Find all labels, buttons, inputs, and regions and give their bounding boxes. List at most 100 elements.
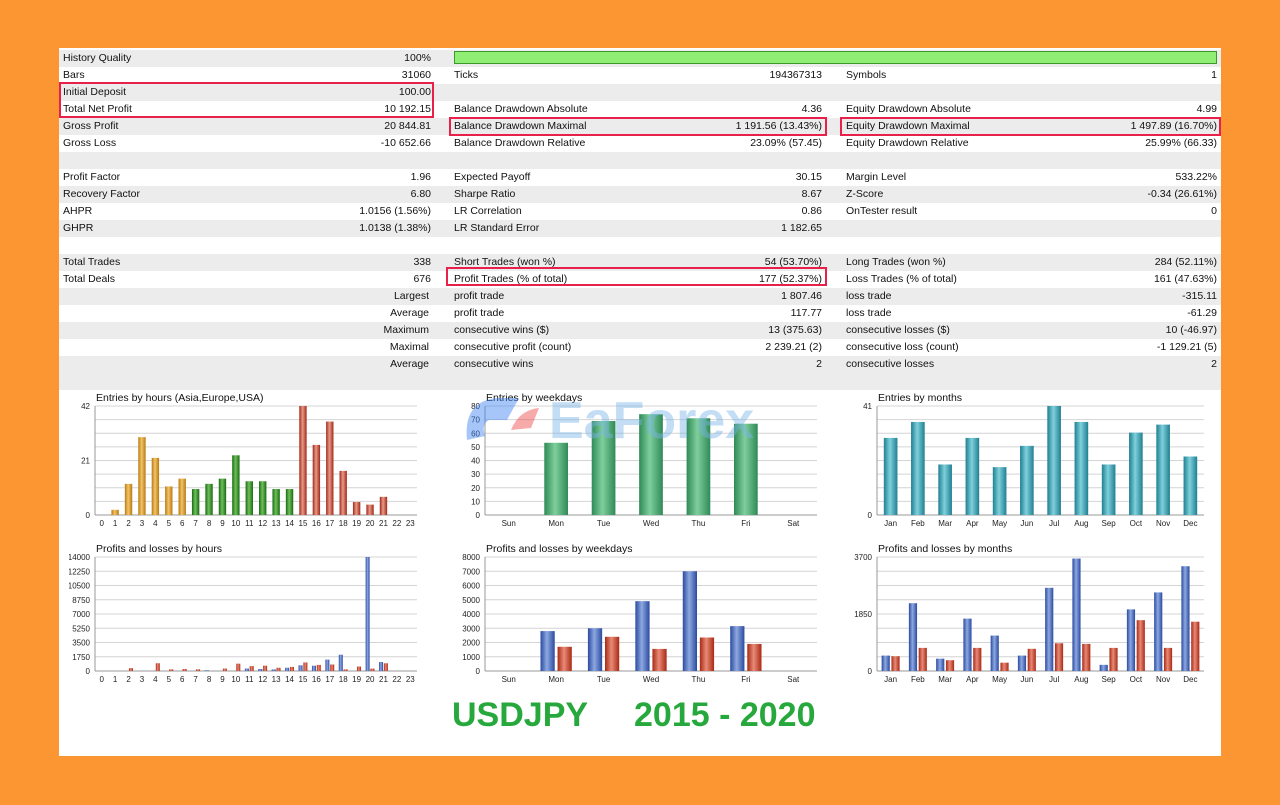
y-tick-label: 5000 bbox=[462, 596, 480, 605]
stats-row: Average consecutive wins 2 consecutive loss… bbox=[59, 356, 1221, 373]
stats-row: AHPR 1.0156 (1.56%) LR Correlation 0.86 OnTe… bbox=[59, 203, 1221, 220]
stat-value: 1 807.46 bbox=[781, 290, 822, 302]
y-tick-label: 12250 bbox=[69, 567, 91, 576]
history-quality-bar bbox=[454, 51, 1217, 64]
bar bbox=[263, 665, 268, 671]
stat-label: GHPR bbox=[63, 222, 94, 234]
x-tick-label: May bbox=[992, 675, 1007, 684]
stat-value: -10 652.66 bbox=[380, 137, 431, 149]
x-tick-label: 18 bbox=[339, 675, 348, 684]
bar bbox=[883, 437, 898, 515]
bar bbox=[312, 444, 321, 515]
bar bbox=[316, 664, 321, 671]
stat-value: 10 192.15 bbox=[384, 103, 431, 115]
bar bbox=[1047, 406, 1061, 515]
stat-value: 4.99 bbox=[1196, 103, 1217, 115]
bar bbox=[945, 660, 955, 671]
y-tick-label: 1750 bbox=[72, 653, 90, 662]
strategy-tester-report: History Quality 100% Bars 31060 Ticks 1943673… bbox=[59, 48, 1221, 756]
stat-label: Total Deals bbox=[63, 273, 115, 285]
bar bbox=[205, 483, 213, 515]
x-tick-label: 15 bbox=[299, 675, 308, 684]
bar bbox=[965, 437, 980, 515]
y-tick-label: 3700 bbox=[854, 553, 872, 562]
bar bbox=[1027, 648, 1036, 671]
x-tick-label: 7 bbox=[193, 675, 198, 684]
stat-value bbox=[1047, 220, 1217, 237]
x-tick-label: 20 bbox=[366, 675, 375, 684]
x-tick-label: 13 bbox=[272, 519, 281, 528]
bar bbox=[379, 662, 384, 671]
x-tick-label: Nov bbox=[1156, 519, 1170, 528]
x-tick-label: Jul bbox=[1049, 519, 1059, 528]
x-tick-label: Dec bbox=[1183, 675, 1197, 684]
bar bbox=[544, 442, 568, 515]
stat-value: 2 239.21 (2) bbox=[765, 341, 822, 353]
bar bbox=[1183, 456, 1198, 515]
bar bbox=[271, 669, 276, 671]
stats-row: Total Net Profit 10 192.15 Balance Drawdow… bbox=[59, 101, 1221, 118]
stat-value bbox=[652, 152, 822, 169]
y-tick-label: 70 bbox=[471, 416, 480, 425]
stat-label: LR Correlation bbox=[454, 205, 522, 217]
bar bbox=[232, 455, 240, 515]
stat-value: 30.15 bbox=[795, 171, 822, 183]
bar bbox=[1156, 424, 1170, 515]
stats-row bbox=[59, 237, 1221, 254]
x-tick-label: 6 bbox=[180, 519, 185, 528]
x-tick-label: Sat bbox=[787, 675, 800, 684]
stats-row: Maximal consecutive profit (count) 2 239.2… bbox=[59, 339, 1221, 356]
stat-label: Equity Drawdown Relative bbox=[846, 137, 969, 149]
bar bbox=[289, 666, 294, 671]
x-tick-label: Apr bbox=[966, 519, 979, 528]
highlight-deposit-netprofit bbox=[59, 82, 434, 118]
stats-separator bbox=[59, 373, 1221, 390]
bar bbox=[1126, 609, 1136, 671]
stat-value: -1 129.21 (5) bbox=[1156, 341, 1217, 353]
bar bbox=[124, 483, 133, 515]
bar bbox=[1082, 643, 1091, 671]
bar bbox=[1136, 620, 1145, 671]
stat-label: Balance Drawdown Relative bbox=[454, 137, 586, 149]
stats-row: Bars 31060 Ticks 194367313 Symbols 1 bbox=[59, 67, 1221, 84]
stat-label: Short Trades (won %) bbox=[454, 256, 556, 268]
stat-sublabel: Average bbox=[390, 307, 429, 319]
x-tick-label: Wed bbox=[643, 675, 659, 684]
x-tick-label: 10 bbox=[231, 519, 240, 528]
x-tick-label: Dec bbox=[1183, 519, 1197, 528]
bar bbox=[1163, 647, 1173, 671]
x-tick-label: 19 bbox=[352, 519, 361, 528]
x-tick-label: 12 bbox=[258, 675, 267, 684]
stat-label: Z-Score bbox=[846, 188, 884, 200]
stats-row: Total Deals 676 Profit Trades (% of total)… bbox=[59, 271, 1221, 288]
x-tick-label: 16 bbox=[312, 675, 321, 684]
bar bbox=[1109, 647, 1118, 671]
caption-symbol: USDJPY bbox=[452, 696, 589, 734]
x-tick-label: 1 bbox=[113, 519, 118, 528]
bar bbox=[352, 502, 361, 515]
bar bbox=[236, 663, 241, 671]
bar bbox=[303, 662, 308, 671]
bar bbox=[540, 631, 555, 671]
bar bbox=[222, 668, 227, 671]
highlight-balance-drawdown bbox=[449, 117, 827, 136]
chart-title: Profits and losses by months bbox=[878, 543, 1013, 555]
stats-row: Profit Factor 1.96 Expected Payoff 30.15 Mar… bbox=[59, 169, 1221, 186]
bar bbox=[734, 423, 758, 515]
stat-value: -61.29 bbox=[1187, 307, 1217, 319]
stat-label: OnTester result bbox=[846, 205, 918, 217]
x-tick-label: Sep bbox=[1102, 519, 1117, 528]
bar bbox=[365, 557, 370, 671]
chart-title: Entries by weekdays bbox=[486, 392, 583, 404]
y-tick-label: 60 bbox=[471, 429, 480, 438]
x-tick-label: 17 bbox=[325, 675, 334, 684]
stat-label: profit trade bbox=[454, 290, 505, 302]
x-tick-label: Mar bbox=[938, 519, 952, 528]
x-tick-label: Oct bbox=[1130, 675, 1143, 684]
stat-label: consecutive losses bbox=[846, 358, 935, 370]
bar bbox=[918, 647, 927, 671]
stats-row: GHPR 1.0138 (1.38%) LR Standard Error 1 182… bbox=[59, 220, 1221, 237]
bar bbox=[178, 478, 186, 515]
stat-value: 4.36 bbox=[801, 103, 822, 115]
